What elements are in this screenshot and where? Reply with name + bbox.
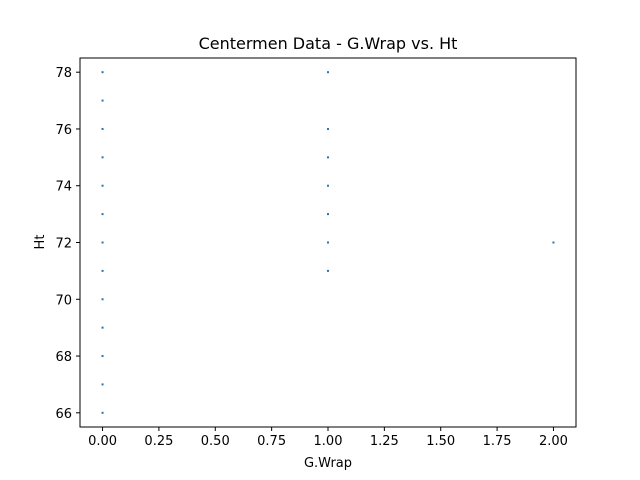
chart-title: Centermen Data - G.Wrap vs. Ht bbox=[199, 34, 458, 53]
data-point bbox=[101, 213, 104, 216]
y-tick-label: 72 bbox=[55, 237, 72, 252]
data-point bbox=[327, 71, 329, 74]
y-tick-label: 78 bbox=[55, 66, 72, 81]
y-tick-label: 74 bbox=[55, 180, 72, 195]
data-point bbox=[101, 241, 104, 244]
data-point bbox=[101, 71, 104, 74]
y-axis-label: Ht bbox=[33, 235, 48, 250]
data-point bbox=[327, 156, 329, 159]
x-tick-label: 0.00 bbox=[88, 434, 117, 449]
data-point bbox=[552, 241, 555, 244]
data-point bbox=[101, 326, 104, 329]
plot-area: 0.00 0.25 0.50 0.75 1.00 1.25 1.50 1.75 2.00 666… bbox=[55, 57, 577, 449]
x-tick-label: 2.00 bbox=[539, 434, 568, 449]
data-point bbox=[101, 127, 104, 130]
data-point bbox=[101, 99, 104, 102]
x-tick-label: 1.50 bbox=[426, 434, 455, 449]
x-axis-ticks: 0.00 0.25 0.50 0.75 1.00 1.25 1.50 1.75 2.00 bbox=[88, 427, 568, 449]
data-point bbox=[327, 213, 329, 216]
x-axis-label: G.Wrap bbox=[304, 456, 352, 471]
y-tick-label: 76 bbox=[55, 123, 72, 138]
data-point bbox=[101, 184, 104, 187]
x-tick-label: 1.25 bbox=[370, 434, 399, 449]
x-tick-label: 0.25 bbox=[144, 434, 173, 449]
data-point bbox=[101, 269, 104, 272]
data-point bbox=[101, 298, 104, 301]
y-axis-ticks: 66 68 70 72 74 76 78 bbox=[55, 66, 80, 422]
data-point bbox=[101, 156, 104, 159]
data-point bbox=[101, 383, 104, 386]
data-point bbox=[101, 411, 104, 414]
x-tick-label: 1.00 bbox=[314, 434, 343, 449]
data-point bbox=[101, 355, 104, 358]
x-tick-label: 0.75 bbox=[257, 434, 286, 449]
data-point bbox=[327, 241, 329, 244]
data-point bbox=[327, 269, 329, 272]
y-tick-label: 68 bbox=[55, 350, 72, 365]
y-tick-label: 70 bbox=[55, 293, 72, 308]
data-points bbox=[101, 71, 555, 414]
x-tick-label: 0.50 bbox=[201, 434, 230, 449]
data-point bbox=[327, 127, 329, 130]
x-tick-label: 1.75 bbox=[483, 434, 512, 449]
y-tick-label: 66 bbox=[55, 407, 72, 422]
data-point bbox=[327, 184, 329, 187]
